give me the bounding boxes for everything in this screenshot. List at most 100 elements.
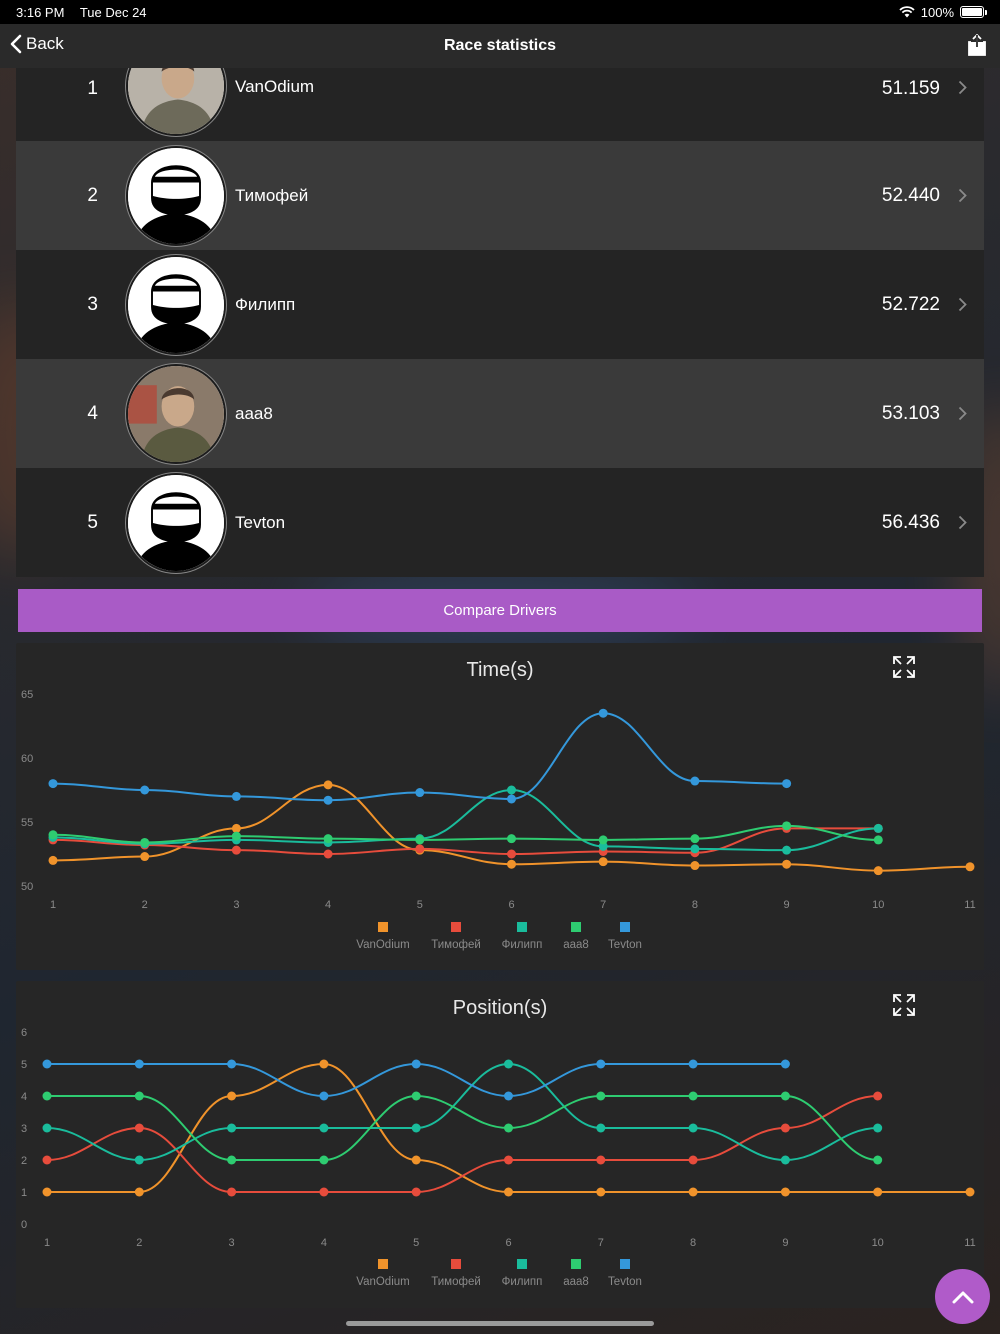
- data-point[interactable]: [504, 1059, 513, 1069]
- data-point[interactable]: [411, 1155, 421, 1165]
- data-point[interactable]: [780, 1091, 790, 1101]
- data-point[interactable]: [415, 844, 425, 854]
- data-point[interactable]: [227, 1091, 237, 1101]
- legend-swatch[interactable]: [378, 1259, 388, 1269]
- data-point[interactable]: [873, 866, 883, 876]
- legend-swatch[interactable]: [620, 922, 630, 932]
- data-point[interactable]: [42, 1187, 52, 1197]
- data-point[interactable]: [134, 1091, 144, 1101]
- data-point[interactable]: [48, 855, 58, 865]
- data-point[interactable]: [598, 708, 608, 718]
- data-point[interactable]: [319, 1187, 329, 1197]
- data-point[interactable]: [323, 834, 333, 844]
- data-point[interactable]: [319, 1123, 329, 1133]
- data-point[interactable]: [507, 785, 516, 795]
- driver-row[interactable]: 1 VanOdium 51.159: [16, 68, 984, 141]
- legend-label[interactable]: Tevton: [608, 1276, 642, 1288]
- data-point[interactable]: [411, 1123, 421, 1133]
- data-point[interactable]: [596, 1091, 606, 1101]
- expand-position-chart-button[interactable]: [892, 993, 916, 1022]
- data-point[interactable]: [319, 1155, 329, 1165]
- data-point[interactable]: [415, 835, 425, 845]
- data-point[interactable]: [48, 830, 58, 840]
- data-point[interactable]: [873, 1091, 883, 1101]
- data-point[interactable]: [415, 788, 425, 798]
- legend-label[interactable]: Тимофей: [431, 939, 481, 951]
- data-point[interactable]: [873, 1155, 883, 1165]
- data-point[interactable]: [690, 834, 700, 844]
- data-point[interactable]: [507, 794, 516, 804]
- data-point[interactable]: [598, 857, 608, 867]
- data-point[interactable]: [231, 831, 241, 841]
- legend-label[interactable]: VanOdium: [356, 1276, 409, 1288]
- data-point[interactable]: [596, 1059, 606, 1069]
- scroll-to-top-button[interactable]: [935, 1269, 990, 1324]
- data-point[interactable]: [965, 1187, 975, 1197]
- data-point[interactable]: [231, 845, 241, 855]
- data-point[interactable]: [504, 1155, 513, 1165]
- data-point[interactable]: [42, 1059, 52, 1069]
- data-point[interactable]: [411, 1059, 421, 1069]
- data-point[interactable]: [134, 1155, 144, 1165]
- data-point[interactable]: [507, 859, 516, 869]
- data-point[interactable]: [323, 780, 333, 790]
- data-point[interactable]: [411, 1091, 421, 1101]
- share-button[interactable]: [968, 33, 986, 61]
- data-point[interactable]: [323, 849, 333, 859]
- legend-label[interactable]: Филипп: [502, 1276, 543, 1288]
- legend-swatch[interactable]: [517, 922, 527, 932]
- data-point[interactable]: [598, 835, 608, 845]
- data-point[interactable]: [780, 1155, 790, 1165]
- data-point[interactable]: [782, 821, 792, 831]
- driver-row[interactable]: 2 Тимофей 52.440: [16, 141, 984, 250]
- data-point[interactable]: [42, 1155, 52, 1165]
- data-point[interactable]: [688, 1123, 698, 1133]
- data-point[interactable]: [873, 1187, 883, 1197]
- data-point[interactable]: [227, 1123, 237, 1133]
- legend-swatch[interactable]: [571, 922, 581, 932]
- data-point[interactable]: [782, 779, 792, 789]
- data-point[interactable]: [780, 1059, 790, 1069]
- legend-label[interactable]: Филипп: [502, 939, 543, 951]
- legend-swatch[interactable]: [517, 1259, 527, 1269]
- driver-row[interactable]: 4 aaa8 53.103: [16, 359, 984, 468]
- legend-swatch[interactable]: [378, 922, 388, 932]
- data-point[interactable]: [231, 791, 241, 801]
- data-point[interactable]: [780, 1123, 790, 1133]
- legend-label[interactable]: Tevton: [608, 939, 642, 951]
- data-point[interactable]: [227, 1059, 237, 1069]
- data-point[interactable]: [507, 834, 516, 844]
- legend-swatch[interactable]: [620, 1259, 630, 1269]
- legend-label[interactable]: Тимофей: [431, 1276, 481, 1288]
- legend-label[interactable]: VanOdium: [356, 939, 409, 951]
- data-point[interactable]: [690, 776, 700, 786]
- data-point[interactable]: [596, 1187, 606, 1197]
- data-point[interactable]: [596, 1155, 606, 1165]
- data-point[interactable]: [140, 785, 150, 795]
- data-point[interactable]: [782, 859, 792, 869]
- expand-time-chart-button[interactable]: [892, 655, 916, 684]
- data-point[interactable]: [504, 1091, 513, 1101]
- legend-label[interactable]: aaa8: [563, 939, 589, 951]
- data-point[interactable]: [507, 849, 516, 859]
- data-point[interactable]: [42, 1123, 52, 1133]
- data-point[interactable]: [323, 795, 333, 805]
- data-point[interactable]: [873, 835, 883, 845]
- data-point[interactable]: [598, 841, 608, 851]
- data-point[interactable]: [231, 823, 241, 833]
- data-point[interactable]: [873, 823, 883, 833]
- data-point[interactable]: [782, 845, 792, 855]
- data-point[interactable]: [688, 1187, 698, 1197]
- legend-label[interactable]: aaa8: [563, 1276, 589, 1288]
- data-point[interactable]: [227, 1187, 237, 1197]
- data-point[interactable]: [688, 1155, 698, 1165]
- data-point[interactable]: [688, 1091, 698, 1101]
- data-point[interactable]: [134, 1187, 144, 1197]
- data-point[interactable]: [227, 1155, 237, 1165]
- data-point[interactable]: [140, 837, 150, 847]
- data-point[interactable]: [134, 1123, 144, 1133]
- data-point[interactable]: [690, 861, 700, 871]
- legend-swatch[interactable]: [451, 922, 461, 932]
- data-point[interactable]: [688, 1059, 698, 1069]
- driver-row[interactable]: 3 Филипп 52.722: [16, 250, 984, 359]
